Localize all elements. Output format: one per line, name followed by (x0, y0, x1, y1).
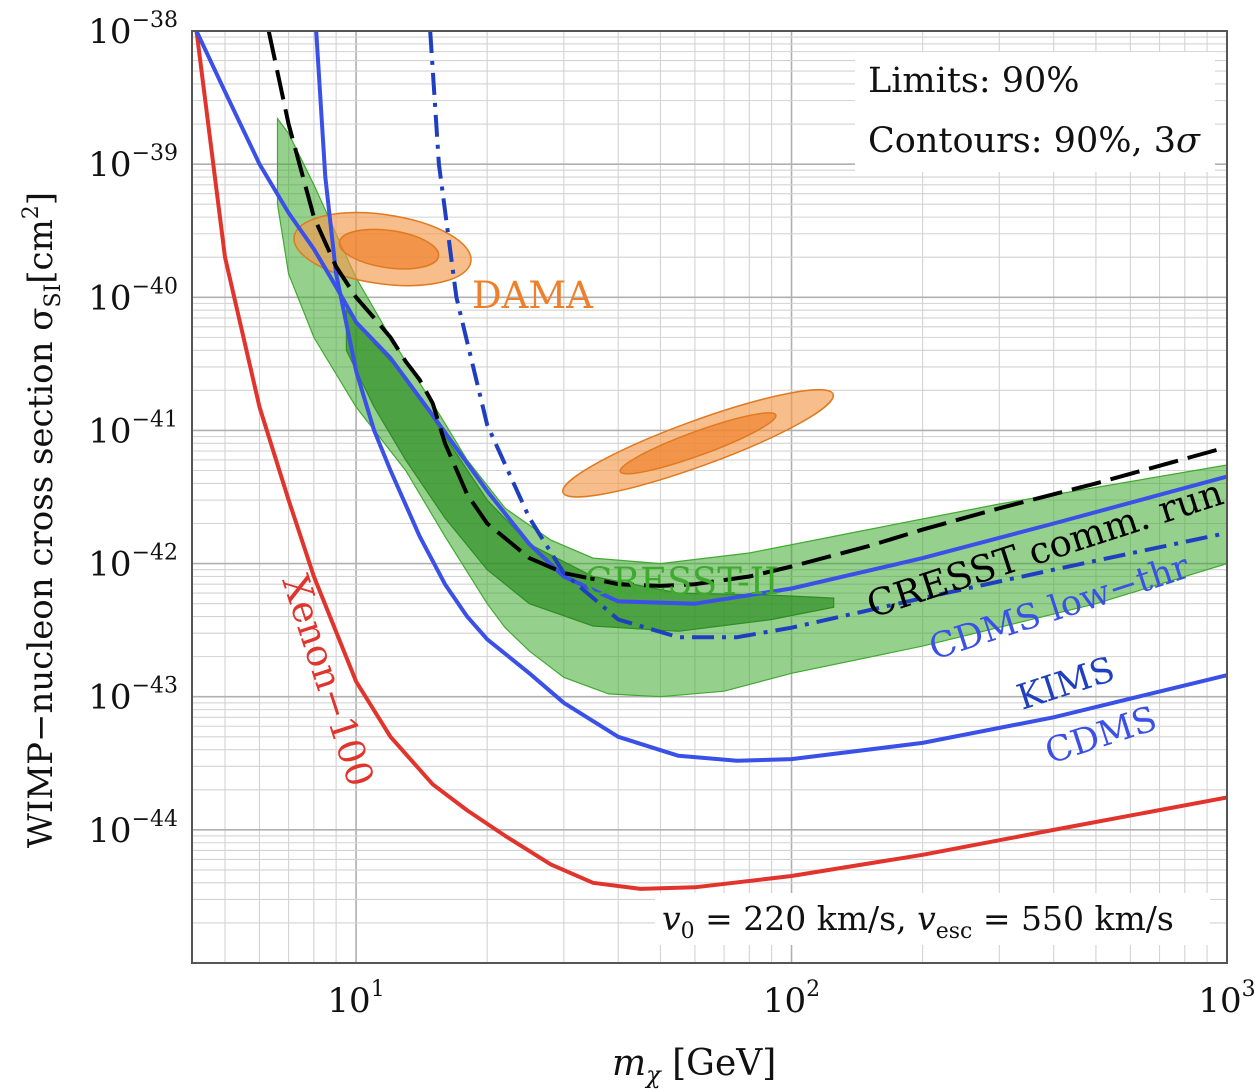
annotation-limits: Limits: 90% (868, 61, 1080, 101)
region-dama-90 (619, 412, 777, 475)
x-tick-label: 102 (763, 977, 820, 1021)
series-line-xenon-100 (194, 31, 1227, 891)
ticks: 101 102 103 10−38 10−39 10−40 10−41 10−42 10−43 1… (88, 8, 1255, 1021)
x-tick-label: 103 (1198, 977, 1255, 1021)
y-tick-label: 10−40 (88, 274, 178, 318)
series-line-cresst-comm-run (266, 31, 1227, 588)
plot-frame (191, 30, 1228, 964)
annotation-velocities: v0 = 220 km/s, vesc = 550 km/s (662, 899, 1174, 944)
y-tick-label: 10−41 (88, 407, 178, 451)
label-cresst-ii: CRESST-II (584, 560, 779, 603)
region-dama-90 (338, 228, 440, 270)
y-tick-label: 10−39 (88, 141, 178, 185)
velocity-box (655, 893, 1210, 945)
label-dama: DAMA (472, 274, 594, 317)
series-line-cdms-low-thr (194, 31, 1227, 606)
series-line-cdms (314, 31, 1227, 763)
series-line-kims (428, 31, 1227, 640)
region-cresst-ii-3sigma (345, 308, 835, 632)
annotation-contours: Contours: 90%, 3σ (868, 121, 1201, 161)
y-tick-label: 10−43 (88, 674, 178, 718)
y-axis-label: WIMP−nucleon cross section σSI[cm2] (19, 192, 66, 848)
x-axis-label: mχ [GeV] (612, 1043, 776, 1089)
annotation-box (855, 52, 1215, 172)
series-lines (194, 31, 1227, 891)
y-tick-label: 10−42 (88, 541, 178, 585)
x-tick-label: 101 (327, 977, 384, 1021)
y-tick-label: 10−44 (88, 807, 178, 851)
y-tick-label: 10−38 (88, 8, 178, 52)
